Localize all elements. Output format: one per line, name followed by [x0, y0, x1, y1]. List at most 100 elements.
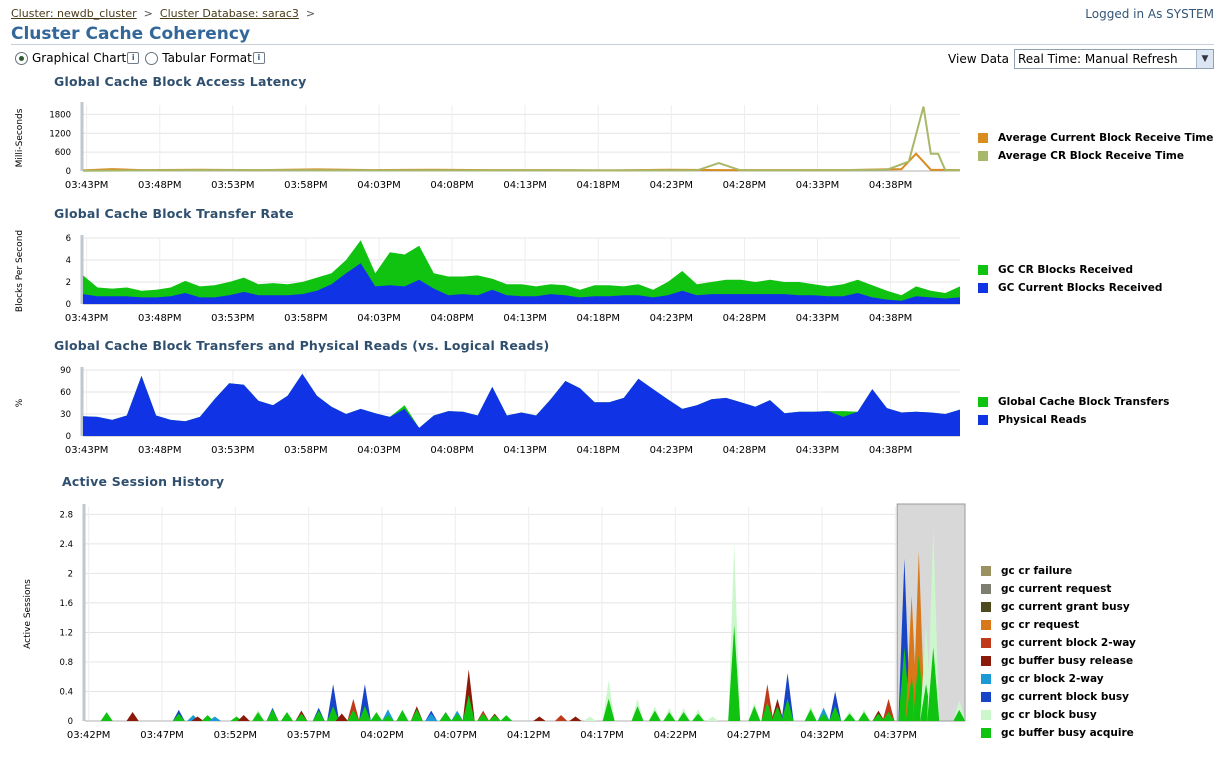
- view-data-select[interactable]: Real Time: Manual Refresh ▼: [1014, 49, 1214, 69]
- legend-swatch: [978, 265, 988, 275]
- y-axis-label: Active Sessions: [23, 579, 33, 649]
- breadcrumb-link-cluster-database[interactable]: Cluster Database: sarac3: [159, 7, 299, 20]
- radio-unselected-indicator[interactable]: [145, 51, 159, 65]
- ash-spike: [280, 712, 293, 721]
- y-axis-label: %: [15, 398, 25, 407]
- radio-tabular-format[interactable]: Tabular Format i: [145, 51, 265, 65]
- chart-title-transfer-rate: Global Cache Block Transfer Rate: [54, 206, 294, 221]
- legend-label: gc current block busy: [1001, 691, 1129, 703]
- x-tick-label: 04:23PM: [650, 445, 693, 456]
- x-tick-label: 04:08PM: [430, 445, 473, 456]
- x-tick-label: 04:37PM: [874, 730, 917, 741]
- x-tick-label: 03:58PM: [284, 180, 327, 191]
- breadcrumb-link-cluster[interactable]: Cluster: newdb_cluster: [11, 7, 137, 20]
- legend-item: gc cr block busy: [981, 706, 1136, 724]
- ash-spike: [843, 713, 856, 721]
- legend-label: gc buffer busy release: [1001, 655, 1134, 667]
- legend-label: Average CR Block Receive Time: [998, 150, 1184, 162]
- ash-spike: [781, 698, 794, 721]
- x-tick-label: 04:18PM: [576, 313, 619, 324]
- chart-title-active-session-history: Active Session History: [62, 474, 225, 489]
- x-tick-label: 03:57PM: [287, 730, 330, 741]
- ash-spike: [327, 706, 340, 721]
- x-tick-label: 04:08PM: [430, 180, 473, 191]
- info-icon[interactable]: i: [252, 52, 265, 64]
- view-data-label: View Data: [948, 52, 1009, 66]
- ash-spike-top: [781, 673, 794, 721]
- y-axis-label: Blocks Per Second: [15, 230, 25, 312]
- ash-spike: [347, 709, 360, 721]
- legend-item: gc buffer busy release: [981, 652, 1136, 670]
- breadcrumb-separator: >: [305, 7, 316, 20]
- ash-spike: [439, 712, 452, 721]
- transfer-rate-legend: GC CR Blocks Received GC Current Blocks …: [978, 261, 1162, 297]
- login-status: Logged in As SYSTEM: [1085, 7, 1214, 21]
- x-tick-label: 04:13PM: [503, 180, 546, 191]
- legend-swatch: [981, 710, 991, 720]
- page-title: Cluster Cache Coherency: [11, 24, 251, 44]
- ash-spike-top: [912, 551, 925, 721]
- y-tick-label: 2.8: [59, 510, 73, 520]
- legend-swatch: [981, 602, 991, 612]
- x-tick-label: 03:48PM: [138, 313, 181, 324]
- legend-item: gc cr block 2-way: [981, 670, 1136, 688]
- ash-spike: [882, 712, 895, 721]
- x-tick-label: 03:53PM: [211, 180, 254, 191]
- ash-spike: [583, 716, 596, 721]
- radio-graphical-chart-label: Graphical Chart: [32, 51, 127, 65]
- legend-item: gc current grant busy: [981, 598, 1136, 616]
- x-tick-label: 03:52PM: [214, 730, 257, 741]
- y-tick-label: 1.2: [59, 628, 73, 638]
- legend-item: gc current request: [981, 580, 1136, 598]
- active-session-history-chart: 0 0.4 0.8 1.2 1.6 2 2.4 2.8 03:42PM 03:47PM 03:52P…: [23, 503, 966, 741]
- x-tick-label: 03:53PM: [211, 445, 254, 456]
- ash-spike: [266, 709, 279, 721]
- legend-swatch: [981, 674, 991, 684]
- y-tick-label: 0.8: [59, 658, 73, 668]
- ash-spike: [804, 709, 817, 721]
- radio-selected-indicator[interactable]: [15, 51, 28, 65]
- x-tick-label: 04:23PM: [650, 313, 693, 324]
- ash-spike: [872, 713, 885, 721]
- legend-label: GC CR Blocks Received: [998, 264, 1133, 276]
- x-tick-label: 04:03PM: [357, 313, 400, 324]
- y-tick-label: 30: [60, 410, 71, 420]
- legend-swatch: [981, 728, 991, 738]
- ash-spike: [172, 713, 185, 721]
- legend-label: gc current request: [1001, 583, 1112, 595]
- x-tick-label: 04:03PM: [357, 180, 400, 191]
- x-tick-label: 04:17PM: [580, 730, 623, 741]
- y-tick-label: 0: [66, 167, 71, 177]
- x-tick-label: 04:27PM: [727, 730, 770, 741]
- legend-label: gc cr block busy: [1001, 709, 1097, 721]
- ash-spike: [927, 647, 940, 721]
- ash-spike: [858, 712, 871, 721]
- radio-tabular-format-label: Tabular Format: [162, 51, 252, 65]
- radio-graphical-chart[interactable]: Graphical Chart i: [15, 51, 140, 65]
- y-tick-label: 6: [66, 234, 71, 244]
- legend-item: gc current block 2-way: [981, 634, 1136, 652]
- ash-spike: [381, 715, 394, 721]
- ash-spike: [663, 712, 676, 721]
- legend-item: GC CR Blocks Received: [978, 261, 1162, 279]
- legend-item: GC Current Blocks Received: [978, 279, 1162, 297]
- legend-item: gc cr failure: [981, 562, 1136, 580]
- y-tick-label: 0: [66, 432, 71, 442]
- y-tick-label: 60: [60, 388, 71, 398]
- y-tick-label: 0.4: [59, 687, 73, 697]
- x-tick-label: 04:13PM: [503, 445, 546, 456]
- x-tick-label: 04:28PM: [723, 180, 766, 191]
- chevron-down-icon[interactable]: ▼: [1196, 50, 1213, 68]
- legend-label: gc cr block 2-way: [1001, 673, 1104, 685]
- legend-label: gc cr request: [1001, 619, 1080, 631]
- legend-item: Physical Reads: [978, 411, 1169, 429]
- series-line-cr-block-receive-time: [82, 106, 960, 172]
- legend-swatch: [981, 656, 991, 666]
- info-icon[interactable]: i: [127, 52, 140, 64]
- x-tick-label: 03:42PM: [67, 730, 110, 741]
- legend-swatch: [981, 584, 991, 594]
- x-tick-label: 03:58PM: [284, 313, 327, 324]
- legend-swatch: [978, 133, 988, 143]
- ash-spike: [208, 716, 221, 721]
- x-tick-label: 04:12PM: [507, 730, 550, 741]
